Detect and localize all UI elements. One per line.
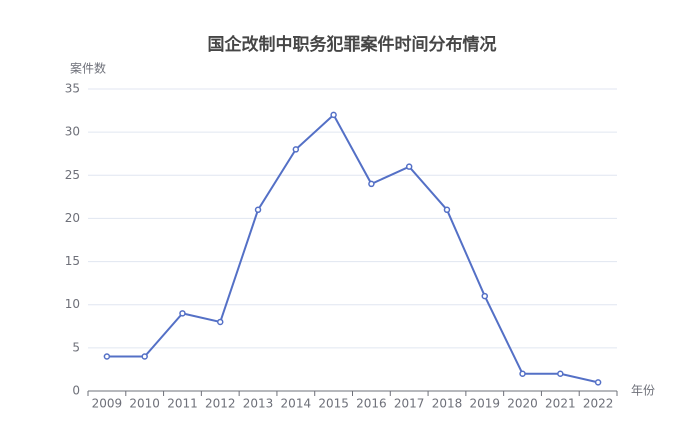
chart-title: 国企改制中职务犯罪案件时间分布情况 [208, 34, 497, 55]
y-tick-label: 10 [65, 297, 80, 311]
point [179, 310, 186, 317]
x-tick-label: 2017 [394, 397, 425, 411]
point [103, 353, 111, 360]
point [405, 163, 413, 170]
y-tick-label: 5 [72, 340, 80, 354]
point [217, 318, 224, 326]
x-tick-label: 2011 [167, 397, 198, 411]
x-tick-label: 2022 [583, 397, 614, 411]
x-tick-label: 2018 [432, 397, 463, 411]
y-tick-label: 15 [65, 254, 80, 268]
point [557, 370, 564, 377]
x-tick-label: 2015 [318, 397, 349, 411]
y-tick-label: 0 [72, 384, 80, 398]
x-tick-label: 2012 [205, 397, 236, 411]
point [292, 146, 300, 153]
y-tick-label: 35 [65, 82, 80, 96]
x-tick-label: 2021 [545, 397, 576, 411]
point [141, 353, 148, 360]
y-tick-label: 25 [65, 168, 80, 182]
x-tick-label: 2016 [356, 397, 387, 411]
point [254, 206, 262, 214]
line [106, 113, 599, 384]
x-tick-label: 2020 [507, 397, 538, 411]
point [330, 111, 337, 119]
x-tick-label: 2019 [469, 397, 500, 411]
point [368, 180, 375, 188]
x-axis-label: 年份 [631, 384, 655, 398]
x-tick-label: 2014 [281, 397, 312, 411]
y-axis-label: 案件数 [70, 61, 106, 76]
point [594, 379, 602, 386]
y-tick-label: 20 [65, 211, 80, 225]
point [443, 206, 451, 214]
x-tick-label: 2009 [92, 397, 123, 411]
point [481, 292, 488, 300]
x-tick-label: 2010 [129, 397, 160, 411]
y-tick-label: 30 [65, 125, 80, 139]
x-tick-label: 2013 [243, 397, 274, 411]
point [519, 370, 526, 377]
